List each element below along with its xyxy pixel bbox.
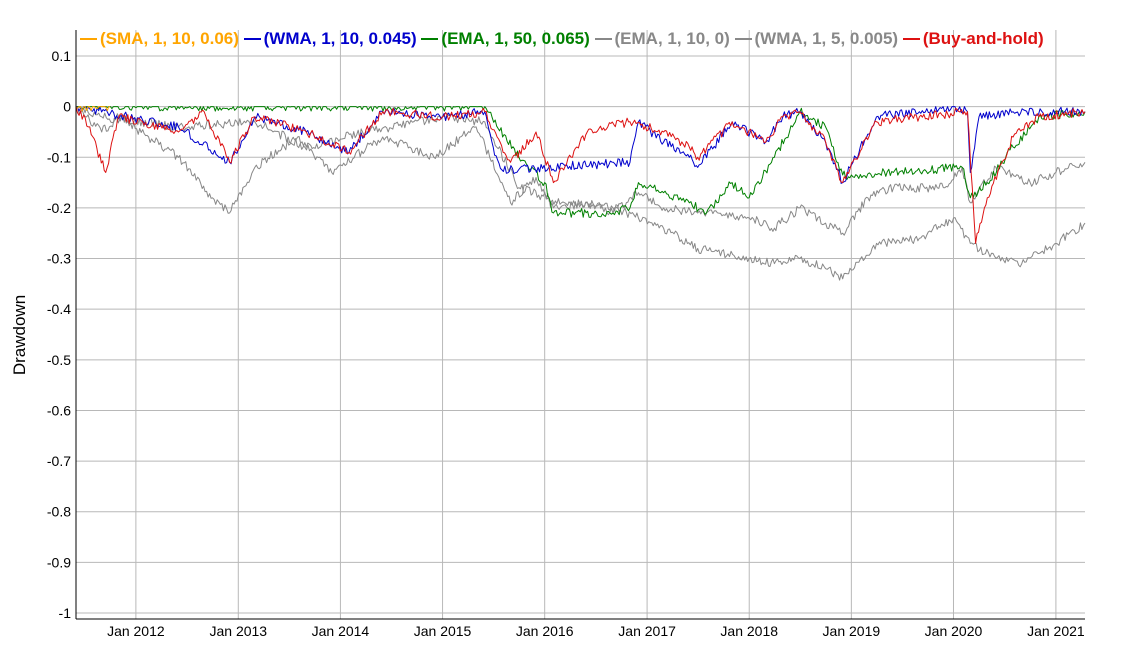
series-line: [76, 106, 1086, 281]
legend-label: (Buy-and-hold): [922, 29, 1044, 48]
x-tick-label: Jan 2014: [312, 623, 370, 639]
legend-swatch: [243, 37, 261, 40]
y-tick-label: -0.9: [47, 554, 71, 570]
y-tick-label: -1: [59, 605, 72, 621]
series-line: [75, 106, 1086, 184]
x-tick-label: Jan 2012: [107, 623, 165, 639]
legend-item: (Buy-and-hold): [902, 29, 1044, 48]
series-lines: [75, 106, 1086, 281]
legend-item: (WMA, 1, 5, 0.005): [734, 29, 899, 48]
x-tick-label: Jan 2018: [720, 623, 778, 639]
y-tick-label: 0: [63, 99, 71, 115]
series-line: [76, 106, 1086, 218]
y-tick-label: -0.1: [47, 149, 71, 165]
legend-label: (SMA, 1, 10, 0.06): [100, 29, 239, 48]
grid-lines: [76, 30, 1085, 619]
legend-label: (WMA, 1, 10, 0.045): [263, 29, 417, 48]
legend-swatch: [421, 37, 439, 40]
y-tick-label: -0.7: [47, 453, 71, 469]
legend-swatch: [80, 37, 97, 40]
x-tick-label: Jan 2013: [209, 623, 267, 639]
y-tick-label: -0.8: [47, 504, 71, 520]
x-tick-label: Jan 2019: [823, 623, 881, 639]
legend-swatch: [734, 37, 752, 40]
legend-label: (WMA, 1, 5, 0.005): [754, 29, 899, 48]
series-line: [76, 106, 1086, 236]
x-tick-label: Jan 2020: [925, 623, 983, 639]
series-line: [75, 106, 111, 112]
y-tick-label: -0.5: [47, 352, 71, 368]
series-line: [75, 106, 1086, 244]
x-tick-label: Jan 2015: [414, 623, 472, 639]
y-tick-label: -0.3: [47, 251, 71, 267]
y-tick-label: -0.6: [47, 402, 71, 418]
x-tick-label: Jan 2016: [516, 623, 574, 639]
x-tick-label: Jan 2021: [1027, 623, 1085, 639]
y-tick-label: -0.4: [47, 301, 71, 317]
legend-swatch: [594, 37, 612, 40]
y-tick-label: 0.1: [52, 48, 72, 64]
axes: 0.1 0 -0.1 -0.2 -0.3 -0.4 -0.5 -0.6 -0.7 -0.8 -0.9…: [47, 30, 1085, 639]
y-tick-label: -0.2: [47, 200, 71, 216]
legend-item: (SMA, 1, 10, 0.06): [80, 29, 239, 48]
y-axis-label: Drawdown: [10, 295, 29, 375]
legend-item: (EMA, 1, 10, 0): [594, 29, 730, 48]
legend-item: (EMA, 1, 50, 0.065): [421, 29, 590, 48]
legend-label: (EMA, 1, 10, 0): [614, 29, 730, 48]
legend-label: (EMA, 1, 50, 0.065): [441, 29, 590, 48]
x-tick-label: Jan 2017: [618, 623, 676, 639]
legend-item: (WMA, 1, 10, 0.045): [243, 29, 417, 48]
legend: (SMA, 1, 10, 0.06) (WMA, 1, 10, 0.045) (…: [80, 28, 1080, 50]
legend-swatch: [902, 37, 920, 40]
